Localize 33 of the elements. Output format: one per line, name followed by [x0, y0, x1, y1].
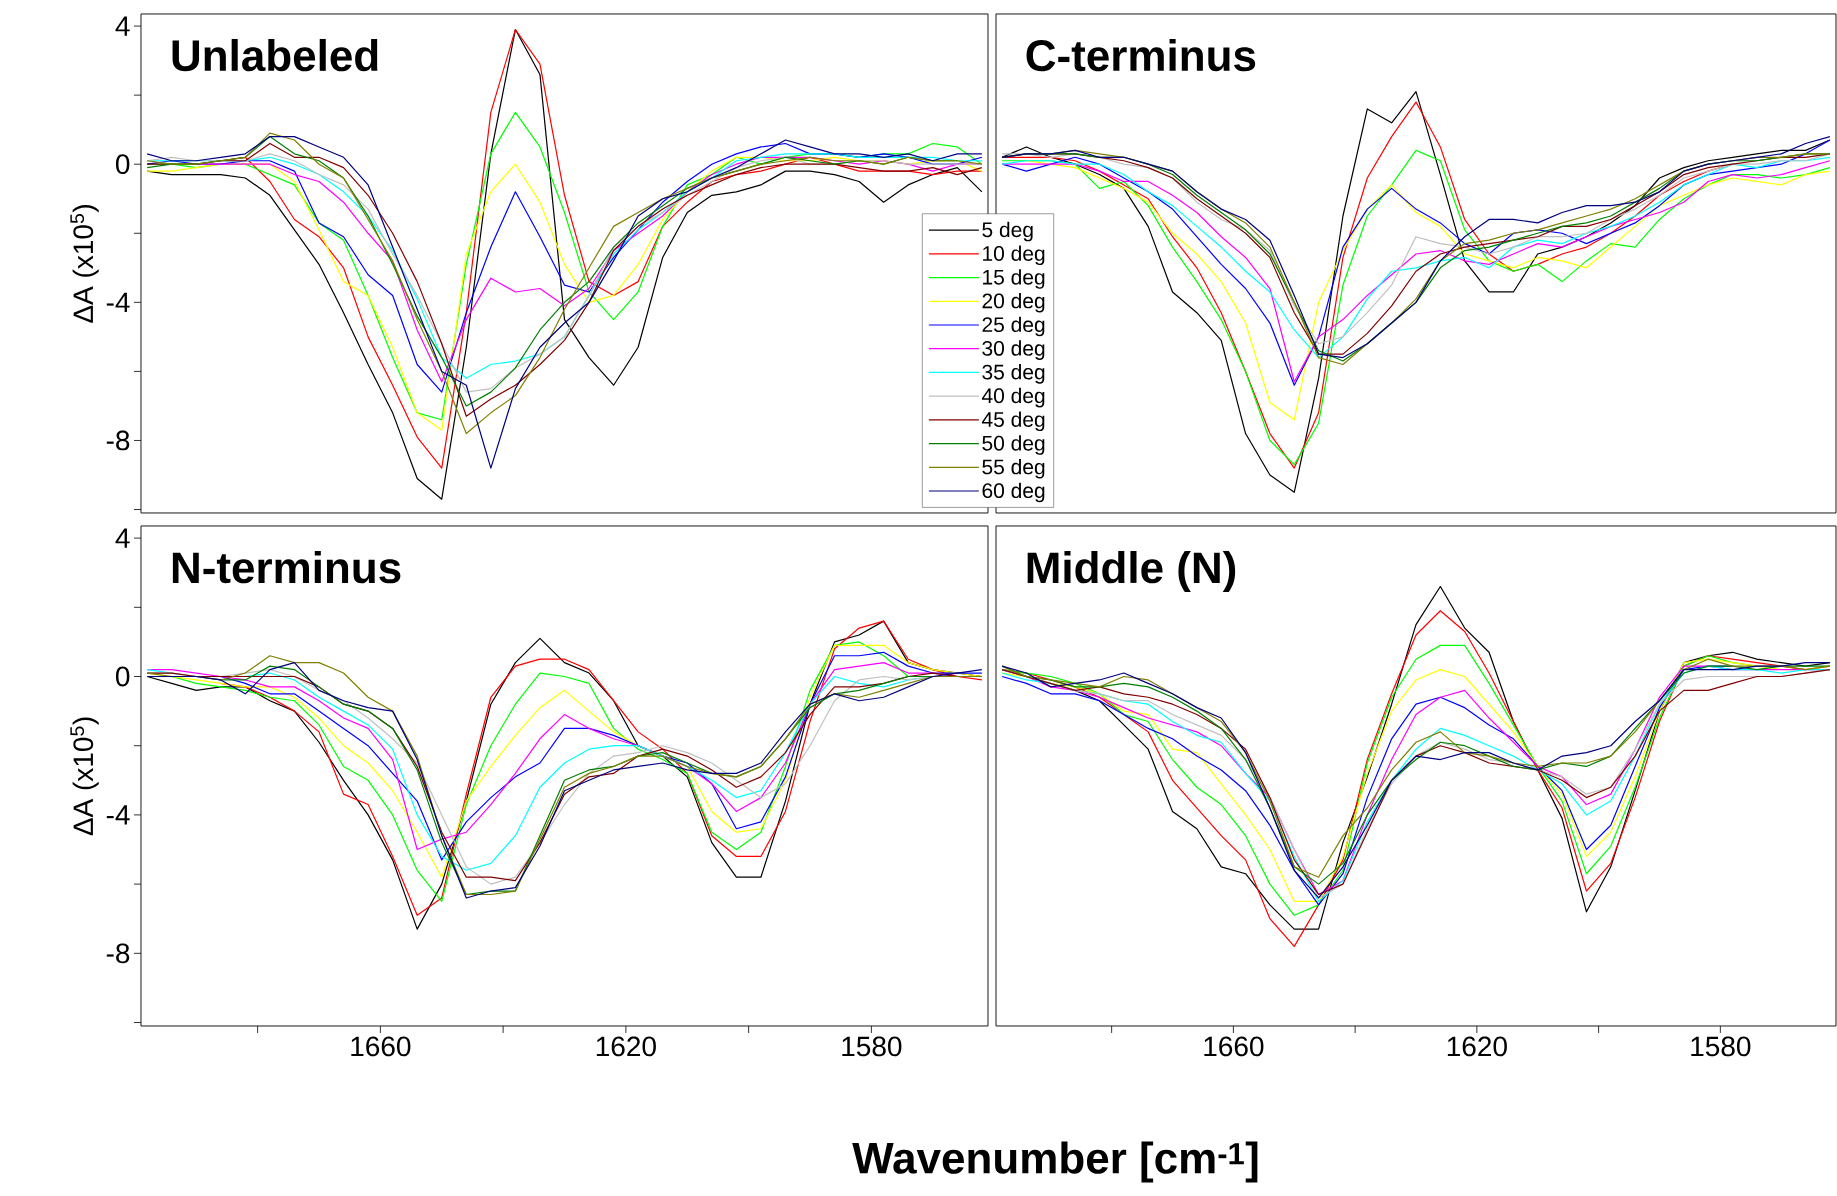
- legend-label: 30 deg: [982, 340, 1045, 360]
- legend-label: 35 deg: [982, 364, 1045, 384]
- chart-title: C-terminus: [1026, 38, 1256, 72]
- x-tick-label: 1660: [1204, 1036, 1264, 1057]
- legend-label: 50 deg: [982, 435, 1045, 455]
- y-tick-label: 4: [115, 16, 130, 36]
- y-tick-label: -4: [106, 292, 130, 312]
- legend-label: 55 deg: [982, 458, 1045, 479]
- x-tick-label: 1580: [842, 1036, 902, 1057]
- legend-label: 40 deg: [981, 387, 1045, 408]
- chart-title: N-terminus: [172, 551, 401, 584]
- x-tick-label: 1620: [596, 1036, 656, 1057]
- y-axis-title: ΔA (x10$^{5}$): [70, 205, 99, 323]
- legend-label: 15 deg: [983, 269, 1045, 289]
- legend-label: 5 deg: [982, 221, 1033, 242]
- x-axis-title: Wavenumber [cm$^{-1}$]: [852, 1141, 1258, 1183]
- text: Middle (N): [1027, 551, 1236, 593]
- y-tick-label: -8: [106, 943, 130, 964]
- y-tick-label: 4: [115, 528, 130, 548]
- x-tick-label: 1620: [1447, 1036, 1507, 1057]
- y-tick-label: 0: [115, 666, 130, 687]
- y-tick-label: -8: [106, 430, 130, 451]
- legend-label: 25 deg: [982, 316, 1045, 337]
- legend-label: 60 deg: [982, 482, 1045, 503]
- legend-label: 20 deg: [982, 292, 1045, 313]
- legend-label: 45 deg: [981, 411, 1045, 432]
- y-tick-label: -4: [106, 805, 130, 825]
- y-axis-title: ΔA (x10$^{5}$): [70, 717, 99, 836]
- y-tick-label: 0: [115, 154, 130, 175]
- x-tick-label: 1580: [1691, 1036, 1751, 1057]
- chart-title: Unlabeled: [172, 38, 378, 72]
- legend-label: 10 deg: [983, 245, 1045, 266]
- x-tick-label: 1660: [351, 1036, 411, 1057]
